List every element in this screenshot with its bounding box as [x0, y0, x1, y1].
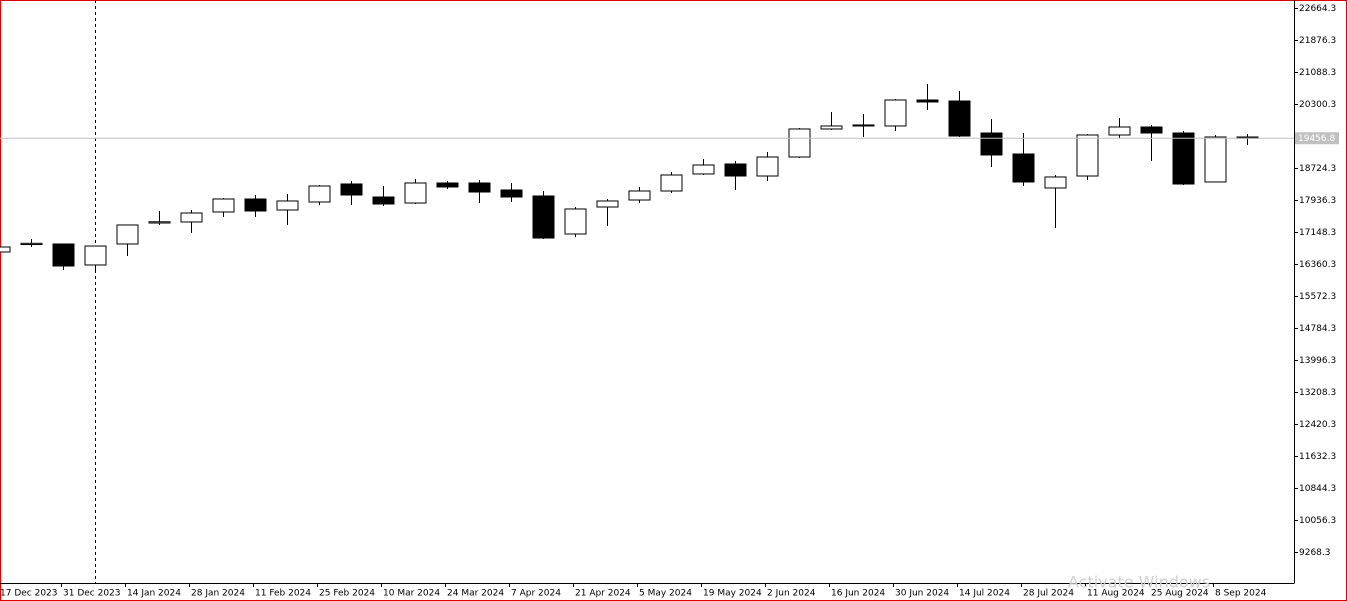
x-tick-label: 28 Jan 2024 — [191, 589, 245, 599]
x-tick-label: 25 Feb 2024 — [319, 589, 375, 599]
candle-body — [660, 174, 683, 192]
candle-body — [1108, 126, 1131, 136]
x-tick-label: 2 Jun 2024 — [767, 589, 816, 599]
candle-body — [148, 221, 171, 224]
candle-body — [820, 125, 843, 130]
x-tick-label: 19 May 2024 — [703, 589, 762, 599]
candle-body — [468, 182, 491, 193]
y-tick-label: 15572.3 — [1299, 292, 1336, 302]
candle-body — [1012, 153, 1035, 183]
candle-body — [1204, 136, 1227, 183]
y-tick-label: 16360.3 — [1299, 260, 1336, 270]
y-tick-label: 13208.3 — [1299, 388, 1336, 398]
y-tick-label: 21088.3 — [1299, 68, 1336, 78]
current-price-box — [1295, 132, 1339, 145]
current-price-label: 19456.8 — [1298, 134, 1335, 144]
candle-body — [0, 246, 11, 253]
x-tick-label: 30 Jun 2024 — [895, 589, 949, 599]
candle-body — [20, 242, 43, 246]
candle-body — [1172, 132, 1195, 185]
x-tick-label: 8 Sep 2024 — [1215, 589, 1267, 599]
x-tick-label: 11 Aug 2024 — [1087, 589, 1145, 599]
candle-body — [948, 100, 971, 137]
x-tick-label: 14 Jan 2024 — [127, 589, 181, 599]
x-tick-label: 31 Dec 2023 — [63, 589, 121, 599]
candle-body — [500, 189, 523, 198]
candle-body — [884, 99, 907, 127]
x-tick-label: 28 Jul 2024 — [1023, 589, 1074, 599]
candle-body — [852, 124, 875, 127]
y-tick-label: 18724.3 — [1299, 164, 1336, 174]
x-tick-label: 5 May 2024 — [639, 589, 692, 599]
candle-body — [436, 182, 459, 188]
candle-body — [1044, 176, 1067, 189]
candle-body — [308, 185, 331, 203]
y-tick-label: 10056.3 — [1299, 516, 1336, 526]
y-tick-label: 21876.3 — [1299, 36, 1336, 46]
candle-body — [1140, 126, 1163, 134]
candle-body — [244, 198, 267, 212]
candle-body — [404, 182, 427, 204]
y-tick-label: 13996.3 — [1299, 356, 1336, 366]
y-tick-label: 22664.3 — [1299, 4, 1336, 14]
candle-body — [84, 245, 107, 266]
y-tick-label: 14784.3 — [1299, 324, 1336, 334]
candle-body — [628, 190, 651, 201]
x-tick-label: 21 Apr 2024 — [575, 589, 631, 599]
candle-body — [212, 198, 235, 213]
candle-body — [788, 128, 811, 158]
x-tick-label: 24 Mar 2024 — [447, 589, 504, 599]
x-tick-label: 11 Feb 2024 — [255, 589, 311, 599]
candle-body — [756, 156, 779, 177]
candle-body — [724, 163, 747, 177]
candle-body — [52, 243, 75, 267]
candle-body — [564, 208, 587, 235]
candle-body — [340, 183, 363, 196]
watermark: Activate Windows — [1068, 573, 1210, 592]
x-tick-label: 25 Aug 2024 — [1151, 589, 1209, 599]
candle-body — [1076, 134, 1099, 177]
x-tick-label: 10 Mar 2024 — [383, 589, 440, 599]
y-tick-label: 11632.3 — [1299, 452, 1336, 462]
x-tick-label: 17 Dec 2023 — [0, 589, 58, 599]
y-tick-label: 10844.3 — [1299, 484, 1336, 494]
candle-body — [692, 164, 715, 175]
candle-body — [596, 200, 619, 208]
candle-body — [532, 195, 555, 239]
candle-body — [116, 224, 139, 245]
candle-body — [180, 212, 203, 223]
candle-body — [276, 200, 299, 211]
candle-body — [916, 99, 939, 103]
x-tick-label: 14 Jul 2024 — [959, 589, 1010, 599]
x-tick-label: 16 Jun 2024 — [831, 589, 885, 599]
y-tick-label: 17936.3 — [1299, 196, 1336, 206]
candle-body — [980, 132, 1003, 156]
y-tick-label: 17148.3 — [1299, 228, 1336, 238]
x-tick-label: 7 Apr 2024 — [511, 589, 561, 599]
y-tick-label: 9268.3 — [1299, 548, 1331, 558]
y-tick-label: 12420.3 — [1299, 420, 1336, 430]
y-tick-label: 20300.3 — [1299, 100, 1336, 110]
candle-body — [372, 196, 395, 205]
